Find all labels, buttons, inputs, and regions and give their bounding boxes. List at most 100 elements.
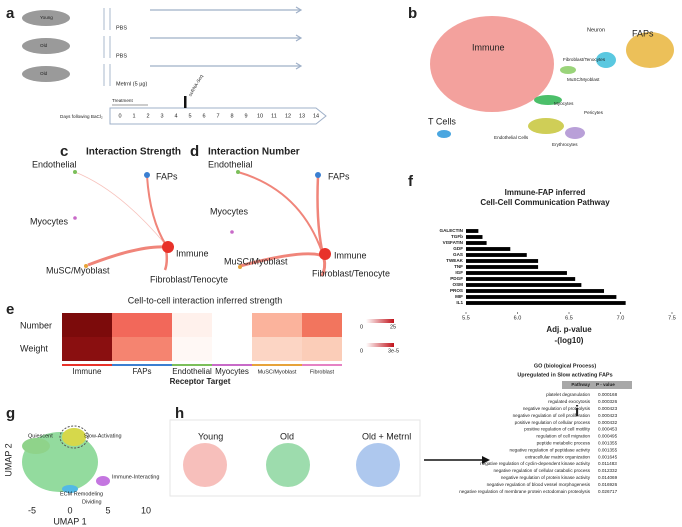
node-label: Fibroblast/Tenocyte bbox=[312, 268, 390, 278]
cluster-label: MuSC/Myoblast bbox=[567, 77, 600, 82]
pathway-cell: peptide metabolic process bbox=[537, 441, 591, 446]
cluster-cloud bbox=[96, 476, 110, 486]
node-label: Immune bbox=[334, 250, 367, 260]
y-tick-label: PDGF bbox=[450, 276, 463, 281]
cluster-cloud bbox=[430, 16, 554, 112]
cluster-cloud bbox=[62, 428, 86, 446]
day-label: 10 bbox=[257, 113, 263, 119]
row-label: Weight bbox=[20, 343, 48, 353]
column-label: FAPs bbox=[132, 367, 151, 376]
panel-e: e Cell-to-cell interaction inferred stre… bbox=[6, 295, 399, 386]
cluster-label: Dividing bbox=[82, 499, 102, 505]
node-label: Immune bbox=[176, 248, 209, 258]
day-label: 13 bbox=[299, 113, 305, 119]
node bbox=[144, 172, 150, 178]
x-axis-title: -(log10) bbox=[555, 336, 584, 345]
pathway-cell: negative regulation of blood vessel morp… bbox=[487, 482, 591, 487]
x-tick-label: 5.5 bbox=[462, 315, 470, 321]
cluster-cloud bbox=[62, 485, 78, 493]
pvalue-cell: 0.011483 bbox=[598, 461, 617, 466]
cluster-label: Fibroblast/Tenocytes bbox=[563, 57, 606, 62]
legend-label: 0 bbox=[360, 324, 363, 330]
x-tick-label: 10 bbox=[141, 505, 151, 515]
y-tick-label: IGF bbox=[455, 270, 463, 275]
bar bbox=[466, 295, 617, 299]
day-label: 7 bbox=[216, 113, 219, 119]
cluster-label: Immune-Interacting bbox=[112, 474, 159, 480]
y-axis-title: UMAP 2 bbox=[3, 443, 13, 476]
mouse-label: Old bbox=[40, 43, 48, 48]
panel-h: h Young Old Old + Metrnl bbox=[169, 405, 490, 497]
bar bbox=[466, 259, 539, 263]
condition-label: Old bbox=[280, 431, 294, 441]
legend-label: 25 bbox=[390, 324, 396, 330]
day-label: 9 bbox=[244, 113, 247, 119]
condition-label: Old + Metrnl bbox=[362, 431, 411, 441]
pvalue-cell: 0.000453 bbox=[598, 427, 618, 432]
treatment-label: Treatment bbox=[112, 98, 133, 103]
pathway-cell: regulated exocytosis bbox=[548, 399, 591, 404]
legend-label: 3e-5 bbox=[388, 348, 399, 354]
node bbox=[236, 170, 240, 174]
cluster-cloud bbox=[560, 66, 576, 74]
cluster-cloud bbox=[565, 127, 585, 139]
cluster-label: Quiescent bbox=[28, 433, 53, 439]
node bbox=[73, 216, 77, 220]
header-cell: P - value bbox=[596, 382, 615, 387]
header-cell: Pathway bbox=[571, 382, 590, 387]
highlight bbox=[59, 425, 89, 449]
pvalue-cell: 0.000495 bbox=[598, 434, 618, 439]
day-label: 8 bbox=[230, 113, 233, 119]
y-tick-label: TGFb bbox=[451, 234, 463, 239]
cluster-label: Myocytes bbox=[554, 101, 574, 106]
day-label: 6 bbox=[202, 113, 205, 119]
pvalue-cell: 0.000432 bbox=[598, 420, 618, 425]
pathway-cell: negative regulation of membrane protein … bbox=[459, 489, 590, 494]
edges bbox=[74, 171, 169, 271]
node-label: MuSC/Myoblast bbox=[46, 265, 110, 275]
pvalue-cell: 0.001355 bbox=[598, 447, 618, 452]
panel-d: d Interaction Number Endothelial FAPs My… bbox=[190, 143, 390, 278]
pathway-cell: positive regulation of cellular process bbox=[515, 420, 591, 425]
panel-title: Interaction Strength bbox=[86, 147, 181, 158]
x-tick-label: 5 bbox=[105, 505, 110, 515]
y-tick-label: IL1 bbox=[456, 300, 463, 305]
panel-a: a Young Old Old PBS PBS Metrnl (5 µg) Tr… bbox=[6, 5, 327, 125]
pathway-cell: extracellular matrix organization bbox=[525, 454, 590, 459]
pvalue-cell: 0.012332 bbox=[598, 468, 618, 473]
cluster-cloud bbox=[356, 443, 400, 487]
panel-label: g bbox=[6, 405, 15, 422]
panel-label: f bbox=[408, 173, 414, 190]
day-label: 14 bbox=[313, 113, 319, 119]
panel-g: g Quiescent Slow-Activating Immune-Inter… bbox=[3, 405, 159, 526]
x-tick-label: 7.5 bbox=[668, 315, 676, 321]
column-label: Endothelial bbox=[172, 367, 212, 376]
y-tick-label: VISFATIN bbox=[443, 240, 464, 245]
bar bbox=[466, 235, 483, 239]
cluster-cloud bbox=[183, 443, 227, 487]
mouse bbox=[22, 10, 70, 26]
bar bbox=[466, 247, 511, 251]
pvalue-cell: 0.000326 bbox=[598, 399, 618, 404]
day-label: 2 bbox=[146, 113, 149, 119]
node-label: FAPs bbox=[328, 171, 350, 181]
cluster-label: Immune bbox=[472, 42, 505, 52]
cluster-label: Erythrocytes bbox=[552, 142, 578, 147]
column-label: Myocytes bbox=[215, 367, 249, 376]
node-label: Myocytes bbox=[30, 216, 69, 226]
cluster-label: FAPs bbox=[632, 28, 654, 38]
panel-label: i bbox=[575, 403, 579, 420]
x-tick-label: 6.5 bbox=[565, 315, 573, 321]
pvalue-cell: 0.000423 bbox=[598, 406, 618, 411]
heatmap bbox=[62, 313, 342, 361]
cluster-label: Endothelial Cells bbox=[494, 135, 529, 140]
group-label: PBS bbox=[116, 53, 127, 59]
group-label: Metrnl (5 µg) bbox=[116, 81, 147, 87]
pathway-cell: positive regulation of cell motility bbox=[524, 427, 591, 432]
bar bbox=[466, 241, 487, 245]
table-title: GO (biological Process) bbox=[534, 363, 597, 369]
day-label: 11 bbox=[271, 113, 277, 119]
panel-label: e bbox=[6, 301, 14, 318]
node bbox=[84, 264, 88, 268]
panel-b: b Immune Neuron FAPs Fibroblast/Tenocyte… bbox=[408, 5, 674, 147]
